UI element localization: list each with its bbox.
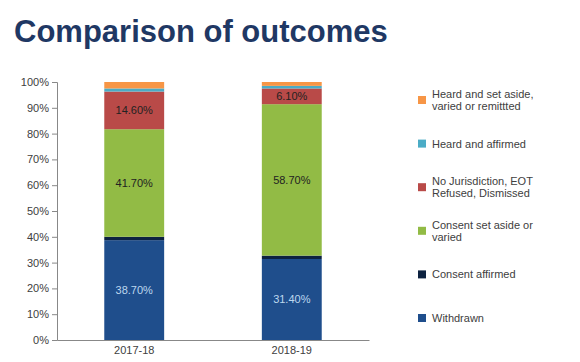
legend-entry: Consent affirmed <box>418 268 516 280</box>
tick-label: 100% <box>21 76 49 88</box>
tick-label: 40% <box>27 231 49 243</box>
legend-label-line: Heard and set aside, <box>432 88 534 100</box>
legend-entry: Withdrawn <box>418 312 484 324</box>
bar-segment <box>262 82 322 86</box>
legend-label-line: No Jurisdiction, EOT <box>432 175 533 187</box>
legend-label: Consent affirmed <box>432 268 516 280</box>
legend-swatch <box>418 183 426 191</box>
tick-label: 90% <box>27 102 49 114</box>
legend-label: Withdrawn <box>432 312 484 324</box>
legend-label-line: Consent set aside or <box>432 219 533 231</box>
tick: 80% <box>27 128 57 140</box>
tick-mark <box>52 134 57 135</box>
tick-mark <box>52 263 57 264</box>
legend-label: Consent set aside orvaried <box>432 219 533 243</box>
bar-segment <box>262 104 322 255</box>
y-axis: 0% 10% 20% 30% 40% 50% 60% 70% 80% 90% 100% <box>21 76 58 346</box>
tick-label: 70% <box>27 153 49 165</box>
tick-mark <box>52 82 57 83</box>
tick: 2017-18 <box>114 344 154 356</box>
bar-segment <box>262 86 322 89</box>
legend-label: Heard and affirmed <box>432 138 526 150</box>
legend-entry: Heard and set aside,varied or remittted <box>418 88 534 112</box>
data-label: 41.70% <box>116 177 154 189</box>
tick: 90% <box>27 102 57 114</box>
tick: 60% <box>27 179 57 191</box>
tick: 70% <box>27 153 57 165</box>
legend-label-line: Heard and affirmed <box>432 138 526 150</box>
tick-mark <box>52 340 57 341</box>
tick-mark <box>52 159 57 160</box>
bar-segment <box>262 256 322 259</box>
bar-segment <box>104 92 164 130</box>
legend-swatch <box>418 270 426 278</box>
legend-label-line: Withdrawn <box>432 312 484 324</box>
legend-label-line: varied or remittted <box>432 100 521 112</box>
legend-label-line: Refused, Dismissed <box>432 187 530 199</box>
legend-label: No Jurisdiction, EOTRefused, Dismissed <box>432 175 533 199</box>
legend-label: Heard and set aside,varied or remittted <box>432 88 534 112</box>
legend-entry: Heard and affirmed <box>418 138 526 150</box>
tick-mark <box>52 314 57 315</box>
bars <box>104 82 321 340</box>
legend: Heard and set aside,varied or remitttedH… <box>418 88 534 324</box>
data-label: 6.10% <box>276 90 307 102</box>
tick-label: 60% <box>27 179 49 191</box>
axis-line <box>58 340 370 341</box>
tick-label: 30% <box>27 257 49 269</box>
legend-swatch <box>418 96 426 104</box>
legend-swatch <box>418 227 426 235</box>
tick-label: 2017-18 <box>114 344 154 356</box>
tick-mark <box>52 185 57 186</box>
tick-label: 20% <box>27 282 49 294</box>
tick: 2018-19 <box>272 344 312 356</box>
tick: 40% <box>27 231 57 243</box>
legend-entry: No Jurisdiction, EOTRefused, Dismissed <box>418 175 533 199</box>
bar-segment <box>262 88 322 104</box>
tick: 20% <box>27 282 57 294</box>
bar-segment <box>104 240 164 340</box>
data-labels: 38.70% 31.40% 41.70% 58.70% 14.60% 6.10% <box>116 90 311 305</box>
tick: 30% <box>27 257 57 269</box>
tick-label: 10% <box>27 308 49 320</box>
legend-swatch <box>418 140 426 148</box>
axis-line <box>52 83 58 341</box>
bar-segment <box>104 129 164 237</box>
bar-segment <box>104 88 164 91</box>
tick-label: 80% <box>27 128 49 140</box>
tick-mark <box>52 108 57 109</box>
title: Comparison of outcomes <box>14 14 388 49</box>
data-label: 31.40% <box>273 293 311 305</box>
tick-mark <box>52 237 57 238</box>
data-label: 38.70% <box>116 284 154 296</box>
legend-label-line: varied <box>432 231 462 243</box>
bar-segment <box>104 82 164 88</box>
tick-mark <box>52 288 57 289</box>
tick: 100% <box>21 76 57 88</box>
tick-label: 2018-19 <box>272 344 312 356</box>
x-axis: 2017-18 2018-19 <box>58 341 370 356</box>
tick-mark <box>52 211 57 212</box>
legend-label-line: Consent affirmed <box>432 268 516 280</box>
tick-label: 50% <box>27 205 49 217</box>
legend-entry: Consent set aside orvaried <box>418 219 533 243</box>
tick: 0% <box>33 334 57 346</box>
bar-segment <box>104 237 164 240</box>
data-label: 14.60% <box>116 104 154 116</box>
bar-segment <box>262 259 322 340</box>
tick: 50% <box>27 205 57 217</box>
tick: 10% <box>27 308 57 320</box>
tick-label: 0% <box>33 334 49 346</box>
chart: Comparison of outcomes 38.70% 31.40% 41.70%… <box>0 0 580 362</box>
data-label: 58.70% <box>273 174 311 186</box>
legend-swatch <box>418 314 426 322</box>
